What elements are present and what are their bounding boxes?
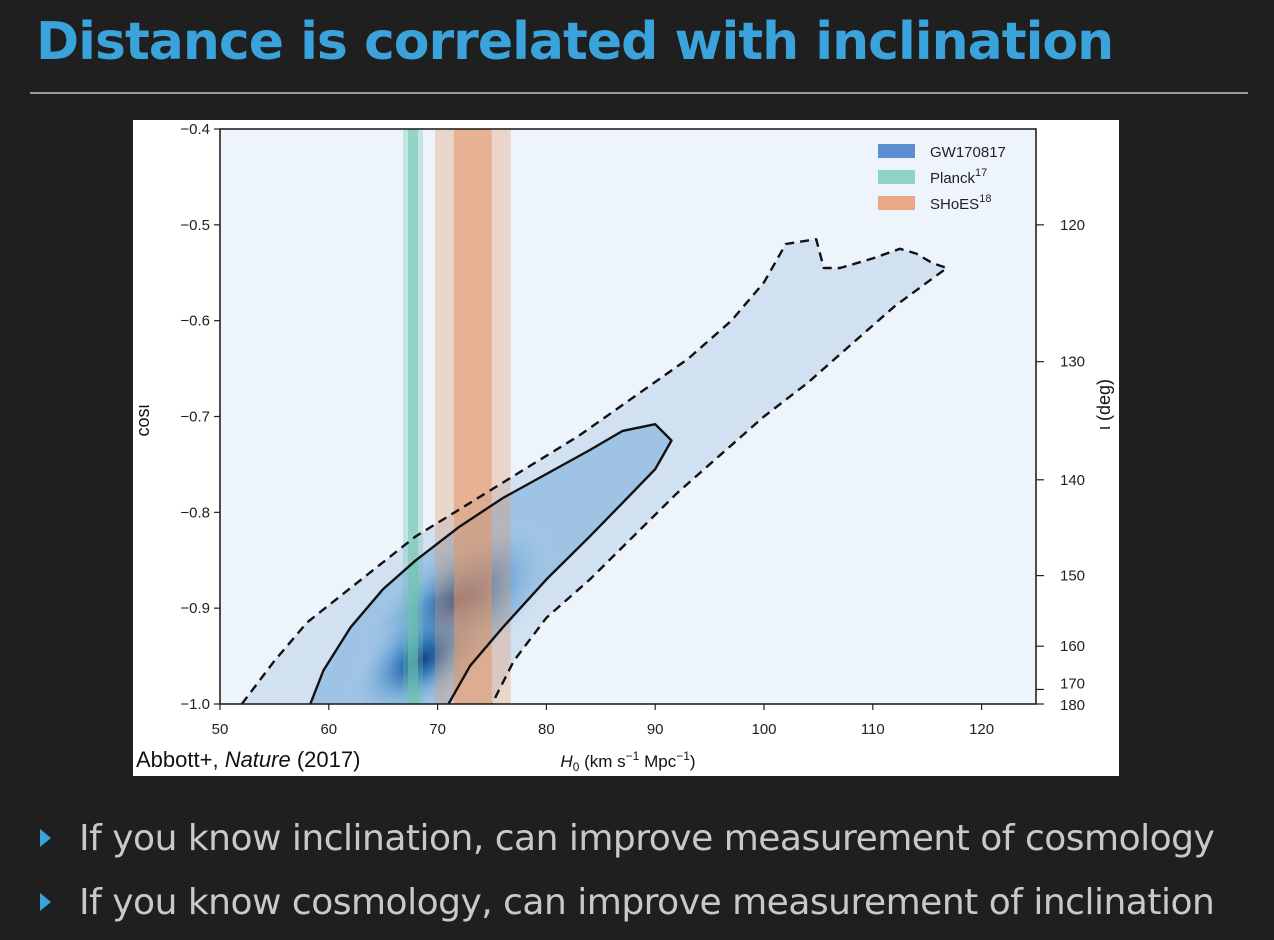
bullet-arrow-icon <box>40 893 51 911</box>
bullet-item: If you know cosmology, can improve measu… <box>40 870 1215 934</box>
y2-tick-label: 160 <box>1060 638 1085 655</box>
legend-swatch <box>878 144 915 158</box>
y2-tick-label: 150 <box>1060 568 1085 585</box>
x-tick-label: 120 <box>969 721 994 738</box>
bullet-list: If you know inclination, can improve mea… <box>40 806 1215 934</box>
legend: GW170817 Planck17 SHoES18 <box>878 144 1006 213</box>
x-tick-label: 100 <box>751 721 776 738</box>
y-tick-label: −0.7 <box>180 409 210 426</box>
y-tick-label: −0.8 <box>180 504 210 521</box>
contour-90pct <box>240 237 948 704</box>
x-tick-label: 50 <box>212 721 229 738</box>
x-tick-label: 90 <box>647 721 664 738</box>
legend-label: Planck17 <box>930 167 987 187</box>
y2-tick-label: 180 <box>1060 697 1085 714</box>
legend-label: GW170817 <box>930 144 1006 161</box>
x-tick-label: 70 <box>429 721 446 738</box>
bullet-arrow-icon <box>40 829 51 847</box>
y2-axis-label: ι (deg) <box>1094 379 1114 430</box>
legend-label: SHoES18 <box>930 193 991 213</box>
legend-entry: Planck17 <box>878 167 987 187</box>
chart: 50 60 70 80 90 100 110 120 −0.4 −0.5 −0.6 −0.7 −0.8 −… <box>133 121 1114 774</box>
y-tick-label: −0.9 <box>180 600 210 617</box>
y-tick-label: −0.6 <box>180 313 210 330</box>
slide-title: Distance is correlated with inclination <box>36 12 1114 72</box>
bullet-text: If you know inclination, can improve mea… <box>79 817 1215 859</box>
y2-tick-label: 120 <box>1060 217 1085 234</box>
legend-entry: GW170817 <box>878 144 1006 161</box>
figure-credit: Abbott+, Nature (2017) <box>136 747 360 772</box>
band-planck <box>403 129 424 704</box>
legend-swatch <box>878 196 915 210</box>
y2-tick-label: 170 <box>1060 675 1085 692</box>
band-inner <box>453 129 492 704</box>
title-divider <box>30 92 1248 94</box>
legend-entry: SHoES18 <box>878 193 991 213</box>
band-shoes <box>434 129 511 704</box>
band-inner <box>408 129 419 704</box>
axes: 50 60 70 80 90 100 110 120 −0.4 −0.5 −0.6 −0.7 −0.8 −… <box>180 121 1085 738</box>
y-tick-label: −1.0 <box>180 696 210 713</box>
credible-contours <box>240 237 948 704</box>
y-tick-label: −0.4 <box>180 121 210 138</box>
legend-swatch <box>878 170 915 184</box>
y-axis-label: cosι <box>133 404 153 436</box>
prior-bands <box>403 129 511 704</box>
y2-tick-label: 140 <box>1060 472 1085 489</box>
figure-panel: 50 60 70 80 90 100 110 120 −0.4 −0.5 −0.6 −0.7 −0.8 −… <box>133 120 1119 776</box>
y2-tick-label: 130 <box>1060 354 1085 371</box>
x-tick-label: 80 <box>538 721 555 738</box>
y-tick-label: −0.5 <box>180 217 210 234</box>
bullet-item: If you know inclination, can improve mea… <box>40 806 1215 870</box>
x-axis-label: H0 (km s−1 Mpc−1) <box>560 749 695 774</box>
x-tick-label: 60 <box>320 721 337 738</box>
bullet-text: If you know cosmology, can improve measu… <box>79 881 1215 923</box>
contour-68pct <box>309 423 673 704</box>
x-tick-label: 110 <box>861 721 885 738</box>
